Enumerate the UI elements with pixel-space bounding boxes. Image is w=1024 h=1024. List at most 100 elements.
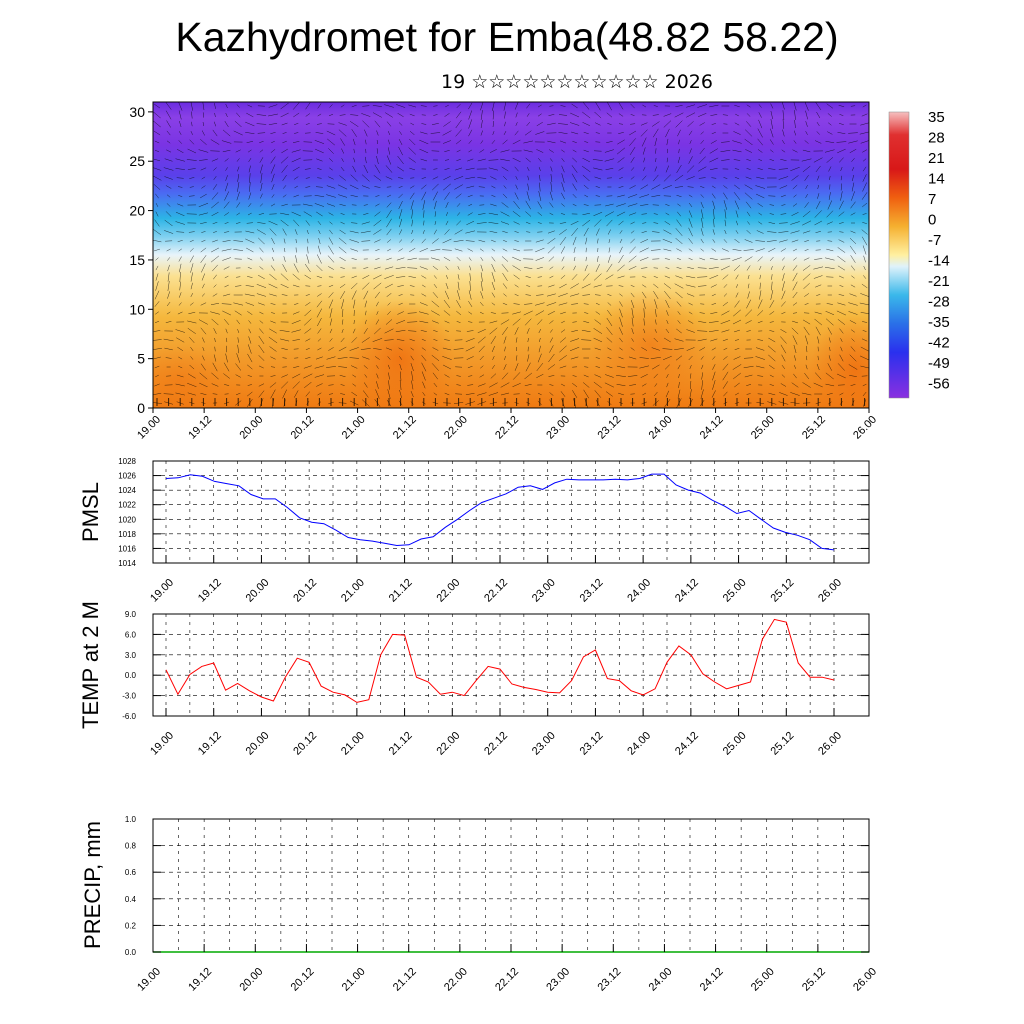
temp-x-tick-label: 21.12 — [387, 730, 415, 758]
colorbar-label: 0 — [928, 212, 936, 229]
pmsl-y-axis: 1014 1016 1018 1020 1022 1024 1026 1028 — [118, 457, 869, 568]
precip-x-tick-label: 20.12 — [289, 966, 317, 994]
field-y-tick-label: 30 — [129, 104, 145, 120]
precip-x-tick-label: 22.00 — [442, 966, 470, 994]
precip-x-tick-label: 20.00 — [237, 966, 265, 994]
temp-x-tick-label: 20.12 — [291, 730, 319, 758]
pmsl-y-tick-label: 1024 — [118, 486, 136, 495]
temp-x-tick-label: 19.12 — [196, 730, 224, 758]
pmsl-series-line — [165, 473, 835, 551]
temp-y-tick-label: 0.0 — [125, 671, 137, 680]
temp-frame — [152, 613, 870, 717]
pmsl-x-tick-label: 20.12 — [291, 577, 319, 605]
colorbar-ramp — [888, 111, 910, 399]
pmsl-frame — [152, 460, 870, 564]
temp-y-tick-label: 6.0 — [125, 630, 137, 639]
field-x-tick-label: 23.00 — [544, 414, 572, 442]
field-x-tick-label: 25.00 — [749, 414, 777, 442]
precip-y-tick-label: 0.6 — [125, 868, 137, 877]
pmsl-x-tick-label: 21.12 — [387, 577, 415, 605]
precip-y-label: PRECIP, mm — [80, 821, 105, 949]
precip-x-tick-label: 23.12 — [595, 966, 623, 994]
colorbar-label: 14 — [928, 171, 945, 188]
pmsl-x-tick-label: 24.00 — [625, 577, 653, 605]
field-y-tick-label: 5 — [137, 351, 145, 367]
precip-grid — [152, 818, 870, 953]
warm-anomalies — [153, 290, 869, 408]
wind-vector-strokes — [153, 102, 869, 408]
field-x-axis: 19.00 19.12 20.00 20.12 21.00 21.12 22.00 22.12… — [135, 408, 879, 442]
precip-x-tick-label: 25.00 — [749, 966, 777, 994]
field-y-tick-label: 10 — [129, 301, 145, 317]
pmsl-x-tick-label: 19.00 — [148, 577, 176, 605]
pmsl-y-tick-label: 1022 — [118, 501, 136, 510]
precip-x-tick-label: 21.00 — [340, 966, 368, 994]
temp-grid — [153, 613, 869, 717]
colorbar-label: -56 — [928, 376, 950, 393]
pmsl-x-tick-label: 23.00 — [530, 577, 558, 605]
precip-y-axis: 0.0 0.2 0.4 0.6 0.8 1.0 — [125, 815, 869, 957]
field-x-tick-label: 24.12 — [698, 414, 726, 442]
pmsl-x-tick-label: 22.12 — [482, 577, 510, 605]
temperature-field — [153, 102, 869, 408]
colorbar-label: 7 — [928, 191, 936, 208]
colorbar: 35 28 21 14 7 0 -7 -14 -21 -28 -35 -42 -49 -56 — [888, 109, 950, 399]
field-x-tick-label: 22.00 — [442, 414, 470, 442]
precip-x-tick-label: 19.00 — [135, 966, 163, 994]
temp-x-tick-label: 25.00 — [721, 730, 749, 758]
temp-x-tick-label: 24.12 — [673, 730, 701, 758]
precip-y-tick-label: 1.0 — [125, 815, 137, 824]
pmsl-x-tick-label: 21.00 — [339, 577, 367, 605]
precip-x-tick-label: 23.00 — [544, 966, 572, 994]
pmsl-y-tick-label: 1014 — [118, 559, 136, 568]
temp-y-tick-label: -6.0 — [122, 712, 136, 721]
temp-y-label: TEMP at 2 M — [78, 601, 103, 729]
field-x-tick-label: 26.00 — [851, 414, 879, 442]
temp-y-tick-label: 9.0 — [125, 610, 137, 619]
temp-series-line — [165, 618, 835, 703]
field-x-tick-label: 23.12 — [595, 414, 623, 442]
field-x-tick-label: 25.12 — [800, 414, 828, 442]
surface-barbs — [156, 398, 866, 406]
pmsl-y-tick-label: 1018 — [118, 530, 136, 539]
precip-x-tick-label: 22.12 — [493, 966, 521, 994]
pmsl-y-tick-label: 1020 — [118, 515, 136, 524]
colorbar-label: -28 — [928, 294, 950, 311]
colorbar-label: -42 — [928, 335, 950, 352]
field-y-tick-label: 20 — [129, 203, 145, 219]
temp-x-tick-label: 26.00 — [816, 730, 844, 758]
colorbar-label: -49 — [928, 355, 950, 372]
temp-y-tick-label: -3.0 — [122, 692, 136, 701]
precip-x-tick-label: 24.12 — [698, 966, 726, 994]
precip-y-tick-label: 0.4 — [125, 895, 137, 904]
colorbar-labels: 35 28 21 14 7 0 -7 -14 -21 -28 -35 -42 -49 -56 — [928, 109, 950, 393]
pmsl-x-tick-label: 24.12 — [673, 577, 701, 605]
field-x-tick-label: 21.00 — [340, 414, 368, 442]
precip-x-tick-label: 19.12 — [186, 966, 214, 994]
pmsl-x-tick-label: 25.00 — [721, 577, 749, 605]
temp-y-tick-label: 3.0 — [125, 651, 137, 660]
precip-y-tick-label: 0.2 — [125, 921, 137, 930]
page-title: Kazhydromet for Emba(48.82 58.22) — [175, 14, 839, 60]
field-y-axis: 0 5 10 15 20 25 30 — [129, 104, 153, 416]
temp-x-tick-label: 20.00 — [244, 730, 272, 758]
pmsl-y-tick-label: 1016 — [118, 544, 136, 553]
temp-x-tick-label: 19.00 — [148, 730, 176, 758]
field-x-tick-label: 20.00 — [237, 414, 265, 442]
precip-x-tick-label: 25.12 — [800, 966, 828, 994]
pmsl-grid — [153, 460, 869, 564]
colorbar-label: -35 — [928, 314, 950, 331]
wind-vector-field — [153, 102, 869, 408]
colorbar-label: -7 — [928, 232, 941, 249]
colorbar-label: 21 — [928, 150, 945, 167]
temp-x-tick-label: 22.00 — [434, 730, 462, 758]
precip-x-tick-label: 21.12 — [391, 966, 419, 994]
pmsl-x-tick-label: 26.00 — [816, 577, 844, 605]
temp-x-tick-label: 22.12 — [482, 730, 510, 758]
cross-section-panel: 0 5 10 15 20 25 30 19.00 19.12 20.00 20.12 21.00 21… — [129, 101, 879, 442]
precip-x-tick-label: 26.00 — [851, 966, 879, 994]
temp-x-tick-label: 23.12 — [578, 730, 606, 758]
field-y-tick-label: 25 — [129, 153, 145, 169]
